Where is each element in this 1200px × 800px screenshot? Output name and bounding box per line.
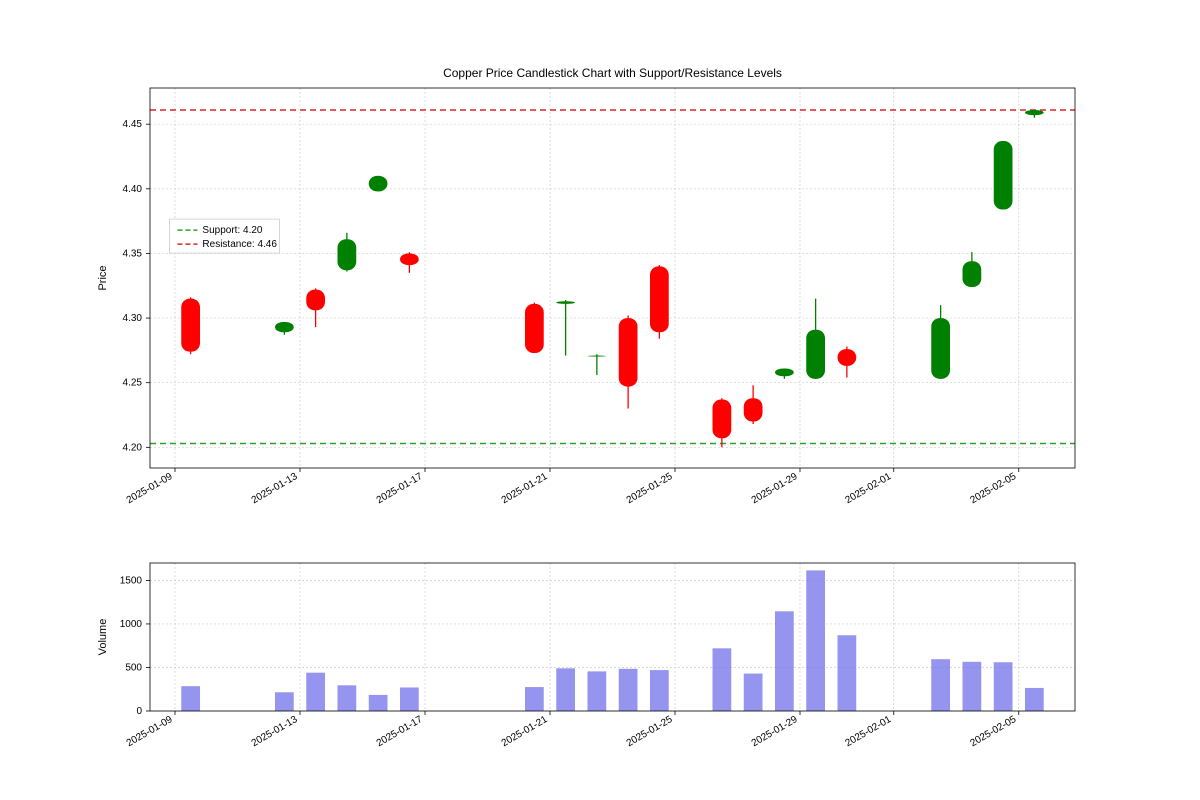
candle-body (338, 239, 357, 270)
legend-support-label: Support: 4.20 (202, 225, 262, 236)
volume-bar (713, 648, 732, 711)
volume-bar (556, 668, 575, 711)
chart-title: Copper Price Candlestick Chart with Supp… (443, 66, 782, 80)
candle-body (1025, 110, 1044, 115)
ytick-label: 4.30 (123, 313, 143, 324)
candle-body (306, 290, 325, 311)
xtick-label: 2025-01-25 (625, 471, 675, 506)
volume-bar (838, 635, 857, 711)
xtick-label: 2025-01-09 (125, 714, 175, 749)
volume-bar (588, 671, 607, 711)
volume-bar (400, 687, 419, 711)
volume-bar (1025, 688, 1044, 711)
ytick-label: 4.45 (123, 119, 143, 130)
volume-bar (744, 674, 763, 711)
ytick-label: 1000 (120, 619, 143, 630)
candle-body (838, 349, 857, 366)
xtick-label: 2025-02-05 (968, 471, 1018, 506)
ytick-label: 500 (125, 662, 142, 673)
ytick-label: 4.40 (123, 184, 143, 195)
ytick-label: 1500 (120, 575, 143, 586)
candle-body (556, 301, 575, 304)
candle-body (369, 176, 388, 192)
ytick-label: 0 (136, 706, 142, 717)
volume-bar (306, 673, 325, 711)
legend-resistance-label: Resistance: 4.46 (202, 239, 277, 250)
volume-bar (181, 686, 200, 711)
xtick-label: 2025-01-17 (375, 714, 425, 749)
volume-bar (650, 670, 669, 711)
xtick-label: 2025-02-01 (843, 471, 893, 506)
volume-bar (806, 570, 825, 711)
volume-bar (338, 685, 357, 711)
volume-bar (963, 662, 982, 711)
price-ylabel: Price (97, 265, 109, 290)
xtick-label: 2025-01-09 (125, 471, 175, 506)
xtick-label: 2025-01-25 (625, 714, 675, 749)
candle-body (713, 399, 732, 438)
chart-container: Copper Price Candlestick Chart with Supp… (0, 0, 1200, 800)
xtick-label: 2025-01-29 (750, 714, 800, 749)
xtick-label: 2025-01-17 (375, 471, 425, 506)
candlestick-chart-svg: Copper Price Candlestick Chart with Supp… (0, 0, 1200, 800)
candle-body (525, 304, 544, 353)
ytick-label: 4.25 (123, 378, 143, 389)
candle-body (400, 253, 419, 265)
candle-body (275, 322, 294, 332)
volume-bar (775, 611, 794, 711)
candle-body (994, 141, 1013, 210)
candle-body (588, 356, 607, 357)
volume-bar (994, 662, 1013, 711)
xtick-label: 2025-01-13 (250, 714, 300, 749)
price-panel-frame (150, 88, 1075, 468)
volume-bar (525, 687, 544, 711)
xtick-label: 2025-01-21 (500, 471, 550, 506)
volume-bar (619, 669, 638, 711)
xtick-label: 2025-01-29 (750, 471, 800, 506)
volume-bar (369, 695, 388, 711)
xtick-label: 2025-01-21 (500, 714, 550, 749)
xtick-label: 2025-02-01 (843, 714, 893, 749)
xtick-label: 2025-01-13 (250, 471, 300, 506)
candle-body (619, 318, 638, 387)
candle-body (931, 318, 950, 379)
ytick-label: 4.35 (123, 248, 143, 259)
candle-body (775, 368, 794, 376)
volume-ylabel: Volume (97, 619, 109, 656)
candle-body (963, 261, 982, 287)
volume-bar (931, 659, 950, 711)
candle-body (744, 398, 763, 421)
volume-bar (275, 692, 294, 711)
ytick-label: 4.20 (123, 442, 143, 453)
candle-body (181, 299, 200, 352)
candle-body (806, 330, 825, 379)
candle-body (650, 266, 669, 332)
xtick-label: 2025-02-05 (968, 714, 1018, 749)
